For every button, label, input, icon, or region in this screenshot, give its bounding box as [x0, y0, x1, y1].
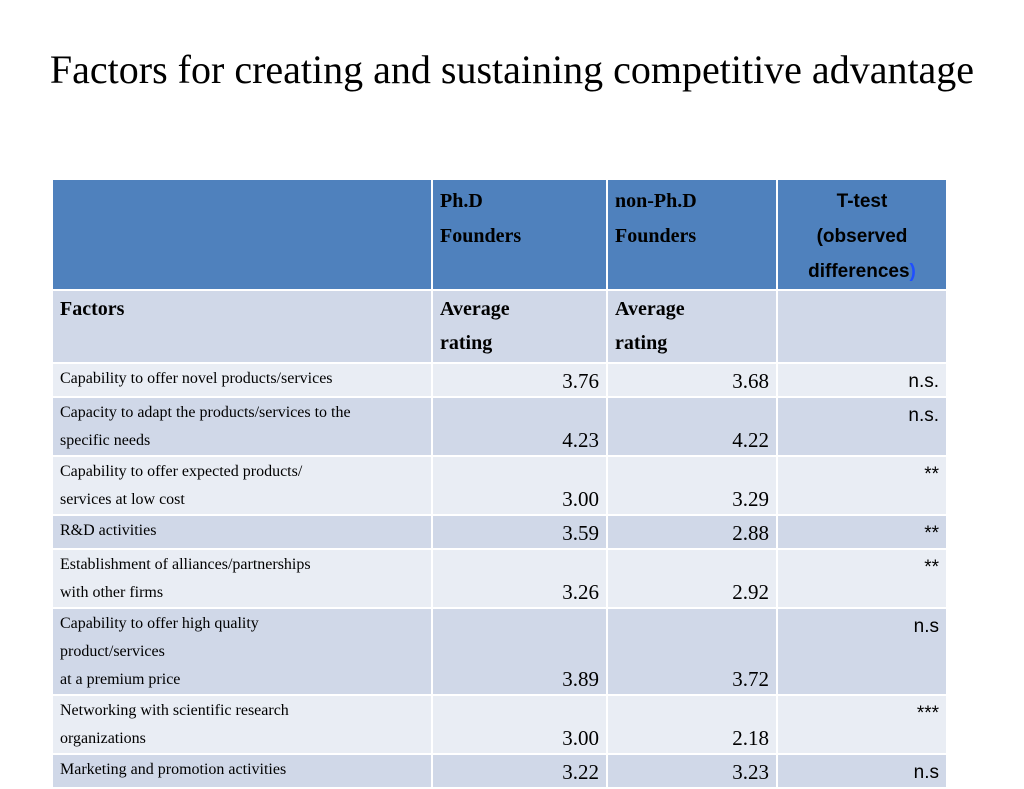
ttest-significance-cell: n.s	[776, 753, 948, 789]
ttest-significance-cell: n.s.	[776, 362, 948, 398]
nonphd-rating-cell: 3.72	[606, 607, 778, 696]
phd-rating-cell: 3.26	[431, 548, 608, 609]
nonphd-rating-cell: 2.92	[606, 548, 778, 609]
phd-rating-cell: 3.76	[431, 362, 608, 398]
factor-cell: Capacity to adapt the products/services …	[51, 396, 433, 457]
table-row: R&D activities 3.59 2.88 **	[51, 514, 948, 550]
phd-rating-cell: 4.23	[431, 396, 608, 457]
factor-cell: Capability to offer novel products/servi…	[51, 362, 433, 398]
factor-cell: R&D activities	[51, 514, 433, 550]
factor-cell: Capability to offer high quality product/…	[51, 607, 433, 696]
table-row: Capacity to adapt the products/services …	[51, 396, 948, 457]
ttest-significance-cell: ***	[776, 694, 948, 755]
table-row: Networking with scientific research organ…	[51, 694, 948, 755]
header-ttest: T-test (observed differences)	[776, 178, 948, 291]
header-nonphd-founders: non-Ph.D Founders	[606, 178, 778, 291]
header-phd-founders: Ph.D Founders	[431, 178, 608, 291]
nonphd-rating-cell: 3.68	[606, 362, 778, 398]
phd-rating-cell: 3.59	[431, 514, 608, 550]
subheader-ttest-empty	[776, 289, 948, 364]
subheader-nonphd-average: Average rating	[606, 289, 778, 364]
ttest-significance-cell: **	[776, 514, 948, 550]
ratings-table: Ph.D Founders non-Ph.D Founders T-test (…	[51, 178, 948, 789]
factor-cell: Networking with scientific research organ…	[51, 694, 433, 755]
factor-cell: Capability to offer expected products/se…	[51, 455, 433, 516]
header-row: Ph.D Founders non-Ph.D Founders T-test (…	[51, 178, 948, 291]
phd-rating-cell: 3.22	[431, 753, 608, 789]
ttest-significance-cell: n.s.	[776, 396, 948, 457]
nonphd-rating-cell: 2.88	[606, 514, 778, 550]
table-row: Capability to offer high quality product/…	[51, 607, 948, 696]
table-row: Establishment of alliances/partnerships w…	[51, 548, 948, 609]
factor-cell: Establishment of alliances/partnerships w…	[51, 548, 433, 609]
ttest-significance-cell: n.s	[776, 607, 948, 696]
slide-title: Factors for creating and sustaining comp…	[49, 47, 975, 92]
phd-rating-cell: 3.00	[431, 455, 608, 516]
table-row: Capability to offer expected products/se…	[51, 455, 948, 516]
nonphd-rating-cell: 3.29	[606, 455, 778, 516]
subheader-row: Factors Average rating Average rating	[51, 289, 948, 364]
subheader-phd-average: Average rating	[431, 289, 608, 364]
ttest-significance-cell: **	[776, 455, 948, 516]
nonphd-rating-cell: 4.22	[606, 396, 778, 457]
nonphd-rating-cell: 3.23	[606, 753, 778, 789]
phd-rating-cell: 3.89	[431, 607, 608, 696]
subheader-factors: Factors	[51, 289, 433, 364]
table-row: Capability to offer novel products/servi…	[51, 362, 948, 398]
table-row: Marketing and promotion activities 3.22 3.…	[51, 753, 948, 789]
header-empty-cell	[51, 178, 433, 291]
nonphd-rating-cell: 2.18	[606, 694, 778, 755]
ttest-significance-cell: **	[776, 548, 948, 609]
factor-cell: Marketing and promotion activities	[51, 753, 433, 789]
phd-rating-cell: 3.00	[431, 694, 608, 755]
